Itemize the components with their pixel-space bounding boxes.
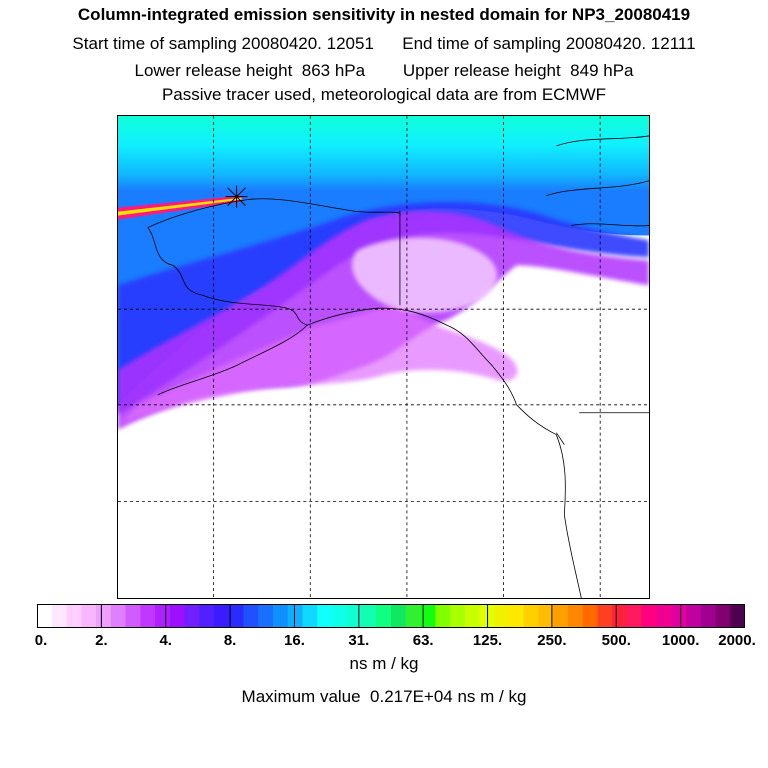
release-heights: Lower release height 863 hPa Upper relea… [0,61,768,81]
colorbar-segment [110,604,126,628]
colorbar-segment [243,604,259,628]
release-lower: Lower release height 863 hPa [134,61,366,80]
colorbar-segment [523,604,539,628]
colorbar-tick-label: 250. [537,632,567,649]
colorbar-segment [494,604,510,628]
plot-title: Column-integrated emission sensitivity i… [77,5,691,24]
colorbar-segment [258,604,274,628]
receptor-star-marker [225,185,248,208]
colorbar-segment [302,604,318,628]
colorbar-tick-label: 125. [472,632,503,649]
sensitivity-map [117,115,650,599]
colorbar-segment [450,604,466,628]
coastlines [147,135,649,598]
colorbar-segment [346,604,362,628]
colorbar-segment [81,604,97,628]
colorbar-tick-label: 8. [223,632,237,649]
colorbar-segment [405,604,421,628]
colorbar-tick-label: 31. [348,632,370,649]
release-upper: Upper release height 849 hPa [402,61,634,80]
colorbar-segment [553,604,569,628]
colorbar-tick-label: 0. [34,632,48,649]
colorbar-segment [376,604,392,628]
colorbar-segment [730,604,745,628]
colorbar-segment [509,604,525,628]
colorbar-segment [656,604,672,628]
colorbar-tick-label: 4. [159,632,172,649]
colorbar-segment [332,604,348,628]
colorbar-segment [568,604,584,628]
colorbar-segment [273,604,289,628]
colorbar-segment [464,604,480,628]
colorbar-segment [184,604,200,628]
colorbar-segment [66,604,82,628]
colorbar-segment [169,604,185,628]
colorbar-tick-label: 500. [601,632,631,649]
colorbar-segment [125,604,141,628]
colorbar-segment [627,604,643,628]
colorbar-tick-label: 1000. [661,632,700,649]
sampling-times: Start time of sampling 20080420. 12051 E… [0,34,768,54]
colorbar-segment [317,604,333,628]
colorbar-segment [287,604,303,628]
colorbar-segment [37,604,53,628]
colorbar-segment [140,604,156,628]
maximum-value: Maximum value 0.217E+04 ns m / kg [241,687,527,706]
colorbar-tick-label: 16. [284,632,305,649]
colorbar-segment [214,604,230,628]
colorbar-tick-label: 2. [95,632,108,649]
colorbar-segment [51,604,67,628]
colorbar-segment [228,604,244,628]
colorbar-segment [420,604,436,628]
graticule [118,116,649,598]
colorbar-segment [671,604,687,628]
colorbar-tick-label: 63. [412,632,434,649]
colorbar-tick-label: 2000. [718,632,756,649]
tracer-note: Passive tracer used, meteorological data… [161,85,607,104]
colorbar-segment [155,604,171,628]
colorbar-segment [612,604,628,628]
colorbar [37,604,745,628]
sampling-end: End time of sampling 20080420. 12111 [402,34,696,53]
colorbar-segment [715,604,731,628]
colorbar-segment [391,604,407,628]
colorbar-segment [538,604,554,628]
colorbar-segment [199,604,215,628]
colorbar-segment [641,604,657,628]
colorbar-segment [686,604,702,628]
colorbar-segment [597,604,613,628]
colorbar-segment [700,604,716,628]
colorbar-segment [582,604,598,628]
colorbar-segment [435,604,451,628]
colorbar-segment [96,604,112,628]
sampling-start: Start time of sampling 20080420. 12051 [72,34,374,53]
colorbar-unit: ns m / kg [349,654,419,673]
sensitivity-field [118,116,649,430]
colorbar-segment [361,604,377,628]
